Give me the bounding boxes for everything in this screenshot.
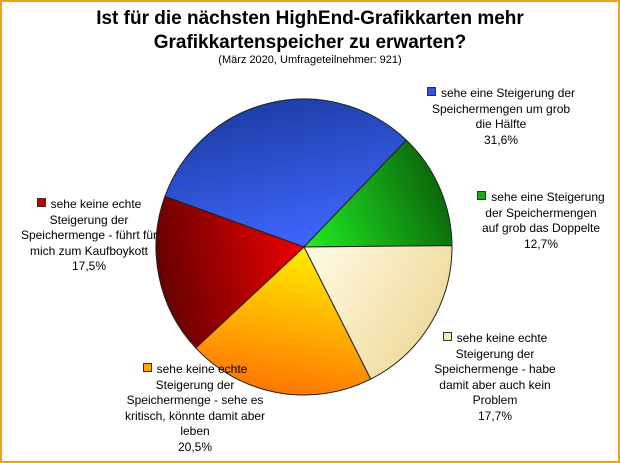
pie-slice-5: [155, 195, 305, 349]
slice-swatch-5: [36, 198, 46, 207]
pie-slice-4: [195, 246, 372, 396]
pie-slice-2: [302, 139, 453, 248]
slice-label-3: sehe keine echte Steigerung der Speicher…: [415, 331, 575, 424]
slice-label-text-2: sehe eine Steigerung der Speichermengen …: [481, 190, 605, 235]
slice-value-4: 20,5%: [177, 439, 213, 454]
chart-title-line-2: Grafikkartenspeicher zu erwarten?: [153, 32, 467, 53]
slice-swatch-2: [477, 191, 487, 200]
slice-label-text-1: sehe eine Steigerung der Speichermengen …: [431, 86, 576, 131]
slice-swatch-1: [426, 87, 436, 96]
slice-swatch-4: [142, 363, 152, 372]
slice-value-2: 12,7%: [523, 236, 559, 251]
pie-slice-3: [303, 245, 453, 380]
chart-title-line-1: Ist für die nächsten HighEnd-Grafikkarte…: [96, 8, 524, 29]
slice-value-1: 31,6%: [483, 132, 519, 147]
chart-title: Ist für die nächsten HighEnd-Grafikkarte…: [0, 7, 620, 55]
slice-value-5: 17,5%: [71, 259, 107, 273]
slice-swatch-3: [442, 332, 452, 341]
pie-slice-1: [164, 98, 408, 248]
slice-label-1: sehe eine Steigerung der Speichermengen …: [396, 86, 606, 148]
slice-label-text-5: sehe keine echte Steigerung der Speicher…: [20, 197, 158, 258]
slice-label-4: sehe keine echte Steigerung der Speicher…: [100, 362, 290, 455]
slice-value-3: 17,7%: [477, 408, 513, 423]
slice-label-text-4: sehe keine echte Steigerung der Speicher…: [124, 362, 266, 438]
slice-label-text-3: sehe keine echte Steigerung der Speicher…: [434, 331, 556, 407]
chart-subtitle: (März 2020, Umfrageteilnehmer: 921): [218, 54, 402, 66]
slice-label-2: sehe eine Steigerung der Speichermengen …: [466, 190, 616, 252]
slice-label-5: sehe keine echte Steigerung der Speicher…: [4, 197, 174, 275]
